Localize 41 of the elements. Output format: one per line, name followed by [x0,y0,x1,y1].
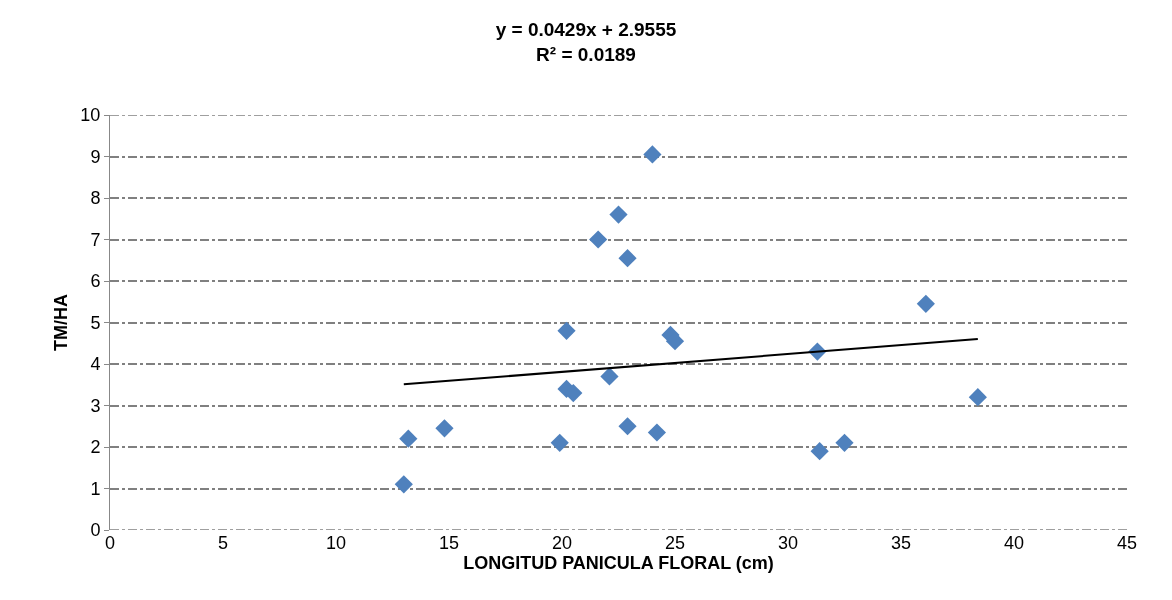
y-tick-label: 9 [90,146,101,167]
y-tick-label: 1 [90,478,101,499]
x-tick-label: 15 [438,533,460,553]
point [564,383,583,403]
point [550,433,569,452]
point [394,475,413,494]
x-tick-label: 5 [217,533,229,553]
y-tick-label: 5 [90,312,101,333]
point [618,417,637,436]
point [665,332,685,351]
point [600,367,619,386]
point [557,321,576,340]
x-tick-label: 45 [1116,533,1138,553]
point [835,433,854,452]
x-tick-label: 35 [890,533,912,553]
x-tick-label: 0 [104,533,116,553]
x-axis-title: LONGITUD PANICULA FLORAL (cm) [463,553,774,573]
point [589,230,608,249]
chart-title: y = 0.0429x + 2.9555 R² = 0.0189 [495,19,677,65]
point [609,205,628,224]
y-tick-label: 2 [90,437,101,458]
point [916,294,935,313]
y-tick-label: 4 [90,354,101,375]
y-tick-label: 6 [90,271,101,292]
point [435,419,454,438]
x-tick-label: 10 [325,533,347,553]
y-axis-title: TM/HA [50,294,71,351]
x-tick-label: 25 [664,533,686,553]
y-tick-label: 7 [90,229,101,250]
point [643,145,662,164]
x-tick-label: 20 [551,533,573,553]
y-tick-label: 10 [80,105,101,126]
y-tick-label: 8 [90,188,101,209]
point [647,423,667,442]
point [399,429,418,448]
x-tick-label: 40 [1003,533,1025,553]
point [968,388,987,407]
y-tick-label: 3 [90,395,101,416]
point [810,442,829,461]
point [618,249,637,268]
x-tick-label: 30 [777,533,799,553]
